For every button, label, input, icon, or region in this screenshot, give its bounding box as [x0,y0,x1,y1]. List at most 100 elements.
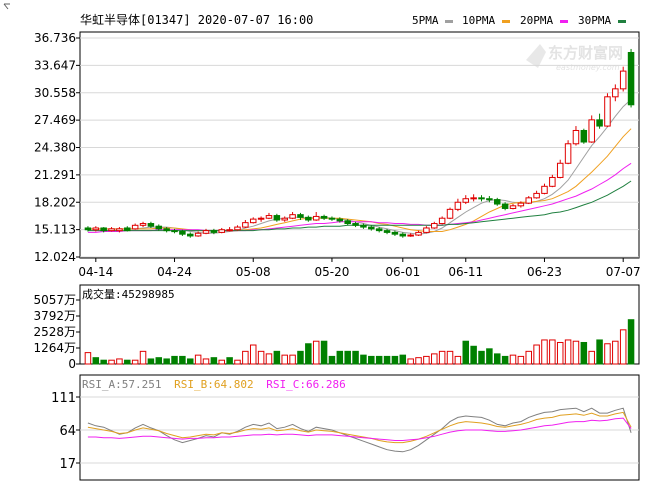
candle-body [572,129,580,145]
candle-body [336,218,344,222]
volume-bar [423,355,430,365]
volume-bar [131,359,139,365]
candle-body [147,223,155,227]
candle-body [171,230,178,233]
candle-body [234,226,241,231]
price-tick-label: 33.647 [34,58,76,72]
candle-body [360,224,367,228]
rsi-lines [87,407,632,453]
candle [179,229,186,236]
candle-body [92,227,100,231]
volume-bar [100,359,107,365]
candle [92,226,100,232]
candle-body [478,197,485,200]
volume-bar [478,350,485,365]
candle-body [556,162,564,178]
candle-body [368,226,375,230]
volume-bar [344,350,351,365]
candle-body [627,51,635,106]
candle [281,216,288,222]
candle [501,202,509,211]
candle-body [493,199,501,205]
rsi-tick-label: 17 [59,457,76,472]
price-tick-label: 24.380 [34,141,76,155]
candle [368,225,375,231]
candle [415,230,422,236]
candle-body [517,202,525,207]
candle-body [242,222,249,228]
candle [124,226,131,232]
candle [131,223,139,230]
volume-bar [234,359,241,365]
candle [533,190,540,199]
volume-bar [171,355,178,365]
price-panel-frame [79,31,640,259]
volume-y-axis: 5057万 3792万 2528万 1264万 0 [33,293,80,371]
legend-10pma-label: 10PMA [462,14,495,27]
price-tick-label: 30.558 [34,86,76,100]
candle [242,219,249,228]
volume-bar [619,329,627,365]
candle [478,195,485,202]
candle-body [139,223,147,226]
candle [446,207,454,220]
candle-body [541,185,548,194]
candle-body [257,217,265,220]
candle-body [446,208,454,219]
candle-body [108,228,115,232]
eastmoney-logo-icon [526,44,546,68]
volume-bar [438,350,446,365]
candle-body [391,231,399,235]
candle [257,216,265,222]
rsi-line-rsi-b [87,411,632,444]
candle-body [100,227,107,232]
volume-bar [289,354,296,365]
candle-body [588,119,595,143]
volume-bar [509,354,517,365]
candle [312,212,320,221]
price-tick-label: 12.024 [34,250,76,264]
candle-body [383,230,391,233]
candle-body [407,234,414,237]
candle [210,228,218,235]
date-tick-label: 04-14 [78,265,113,279]
volume-bar [139,350,147,365]
candle-body [604,96,611,127]
volume-tick-label: 2528万 [33,325,76,339]
candle-body [470,197,477,200]
volume-bar [320,340,328,365]
volume-bar [415,357,422,365]
candle [226,227,233,232]
date-tick-label: 06-11 [448,265,483,279]
volume-bar [501,355,509,365]
volume-bar [116,358,123,365]
candle-body [619,70,627,90]
candle [564,140,572,165]
price-tick-label: 21.291 [34,168,76,182]
candle [336,217,344,223]
candle [619,66,627,92]
candle-body [116,228,123,232]
date-tick-label: 06-01 [385,265,420,279]
volume-bar [564,339,572,365]
candle-body [580,129,588,143]
volume-bar [312,340,320,365]
candle-body [210,230,218,233]
volume-bar [517,355,525,365]
candle [580,128,588,144]
price-tick-label: 15.113 [34,223,76,237]
volume-bar [108,359,115,365]
candle-body [194,232,202,237]
candle [289,212,296,220]
legend-20pma-label: 20PMA [520,14,553,27]
chart-title: 华虹半导体[01347] 2020-07-07 16:00 [80,13,313,27]
volume-bar [407,358,414,365]
volume-bar [249,344,257,365]
eastmoney-watermark: 东方财富网 eastmoney.com [526,44,623,72]
candle-body [415,231,422,236]
volume-bar [612,340,619,365]
candle [493,197,501,206]
rsi-line-rsi-a [87,407,632,453]
candle-body [281,217,288,221]
volume-bar [328,355,336,365]
